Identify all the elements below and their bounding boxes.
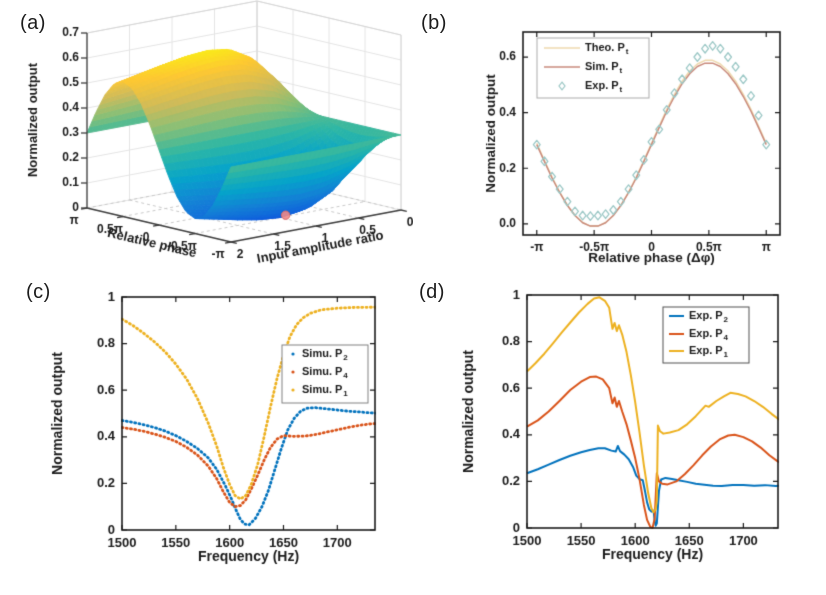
surface-plot-panel-a — [0, 0, 413, 285]
panel-label-b: (b) — [421, 12, 447, 34]
panel-label-a: (a) — [20, 12, 46, 34]
line-plot-panel-b — [413, 0, 826, 285]
line-plot-panel-c — [0, 285, 413, 595]
panel-label-c: (c) — [26, 281, 51, 303]
line-plot-panel-d — [413, 285, 826, 595]
panel-label-d: (d) — [419, 281, 445, 303]
